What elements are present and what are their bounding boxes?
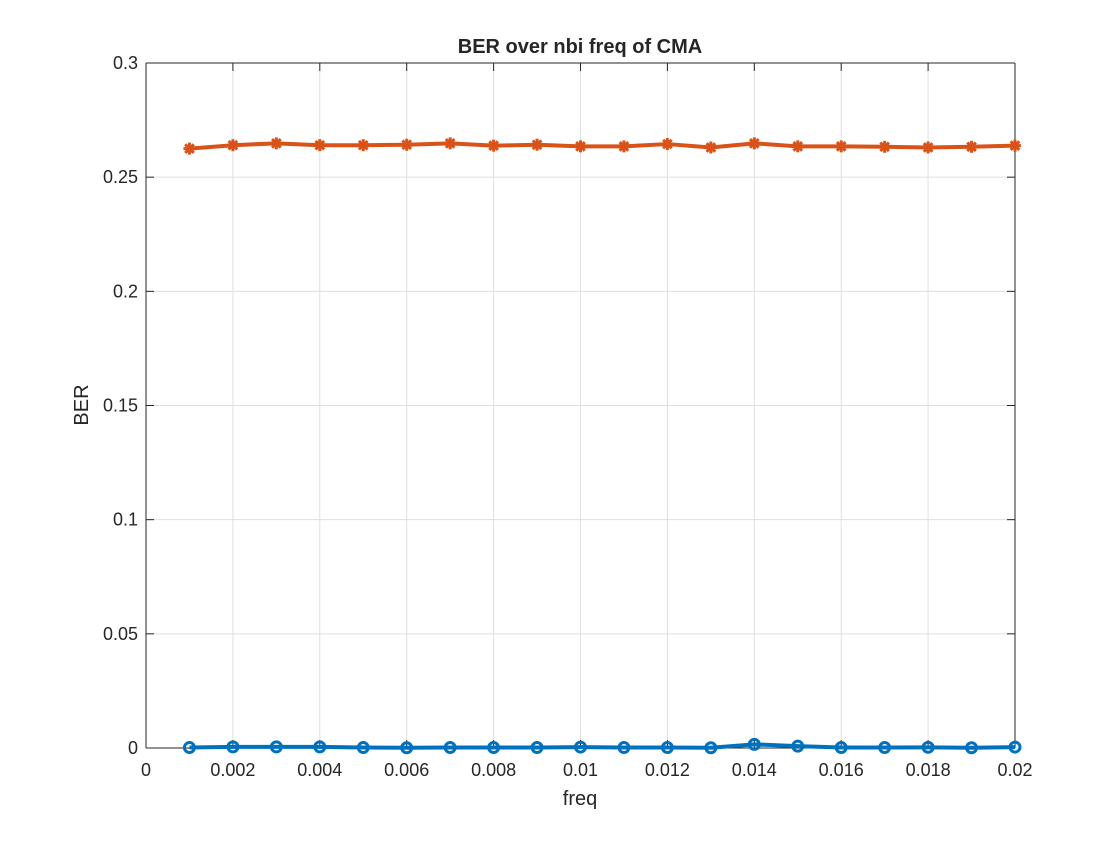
y-tick-label: 0.15 <box>103 396 138 416</box>
data-point <box>443 741 457 755</box>
marker-stroke <box>575 140 586 152</box>
y-tick-label: 0 <box>128 738 138 758</box>
data-point <box>660 741 674 755</box>
x-tick-label: 0.006 <box>384 760 429 780</box>
data-point <box>226 139 239 152</box>
y-tick-label: 0.3 <box>113 53 138 73</box>
marker-stroke <box>444 138 456 149</box>
grid <box>146 63 1015 748</box>
data-point <box>791 140 804 153</box>
x-tick-label: 0.02 <box>997 760 1032 780</box>
marker-stroke <box>270 138 282 149</box>
marker-stroke <box>314 139 326 151</box>
data-point <box>704 741 718 755</box>
data-point <box>704 141 717 154</box>
data-point <box>183 142 196 155</box>
data-point <box>1009 139 1021 152</box>
data-point <box>531 138 544 151</box>
marker-stroke <box>227 139 239 151</box>
x-tick-label: 0.008 <box>471 760 516 780</box>
series-line <box>189 742 1016 750</box>
series-line <box>189 141 1016 151</box>
data-point <box>835 140 848 153</box>
data-point <box>1008 740 1022 754</box>
data-point <box>182 741 196 755</box>
data-point <box>487 139 500 152</box>
x-tick-label: 0.016 <box>819 760 864 780</box>
data-point <box>661 138 674 151</box>
y-tick-label: 0.1 <box>113 510 138 530</box>
data-point <box>965 140 978 153</box>
data-point <box>921 740 935 754</box>
marker-stroke <box>488 140 499 152</box>
data-point <box>791 739 805 753</box>
x-tick-label: 0.012 <box>645 760 690 780</box>
x-tick-label: 0.018 <box>906 760 951 780</box>
data-point <box>748 137 761 150</box>
x-tick-label: 0 <box>141 760 151 780</box>
marker-stroke <box>618 140 630 152</box>
data-point <box>574 140 587 153</box>
data-point <box>313 740 327 754</box>
marker-stroke <box>705 142 717 153</box>
marker-stroke <box>966 141 977 153</box>
marker-stroke <box>748 138 760 149</box>
data-point <box>357 139 370 152</box>
marker-stroke <box>792 140 804 152</box>
series-0 <box>182 737 1022 755</box>
data-point <box>617 741 631 755</box>
data-point <box>356 741 370 755</box>
x-axis-label: freq <box>563 788 597 810</box>
data-point <box>617 140 630 153</box>
marker-stroke <box>879 141 891 153</box>
marker-stroke <box>357 139 369 151</box>
data-point <box>269 740 283 754</box>
data-point <box>878 140 891 153</box>
data-point <box>400 741 414 755</box>
data-point <box>922 141 935 154</box>
y-axis-ticks: 0 0.05 0.1 0.15 0.2 0.25 0.3 <box>103 53 1015 758</box>
data-point <box>487 741 501 755</box>
x-axis-ticks: 0 0.002 0.004 0.006 0.008 0.01 0.012 0.014 0.016… <box>141 63 1033 780</box>
data-point <box>747 737 761 751</box>
marker-stroke <box>922 142 934 153</box>
chart-title: BER over nbi freq of CMA <box>458 36 702 58</box>
marker-stroke <box>1009 140 1021 152</box>
data-point <box>965 741 979 755</box>
marker-stroke <box>662 138 673 150</box>
data-point <box>270 137 283 150</box>
marker-stroke <box>184 143 195 154</box>
series-layer <box>182 137 1022 755</box>
x-tick-label: 0.002 <box>210 760 255 780</box>
marker-stroke <box>531 139 543 151</box>
x-tick-label: 0.01 <box>563 760 598 780</box>
marker-stroke <box>835 140 847 152</box>
y-tick-label: 0.25 <box>103 167 138 187</box>
x-tick-label: 0.004 <box>297 760 342 780</box>
data-point <box>530 741 544 755</box>
y-tick-label: 0.2 <box>113 281 138 301</box>
series-1 <box>183 137 1021 155</box>
data-point <box>226 740 240 754</box>
y-tick-label: 0.05 <box>103 624 138 644</box>
y-axis-label: BER <box>71 384 93 425</box>
data-point <box>444 137 457 150</box>
marker-stroke <box>401 139 413 151</box>
data-point <box>878 741 892 755</box>
x-tick-label: 0.014 <box>732 760 777 780</box>
data-point <box>574 740 587 754</box>
data-point <box>313 139 326 152</box>
data-point <box>834 741 848 755</box>
data-point <box>400 138 413 151</box>
